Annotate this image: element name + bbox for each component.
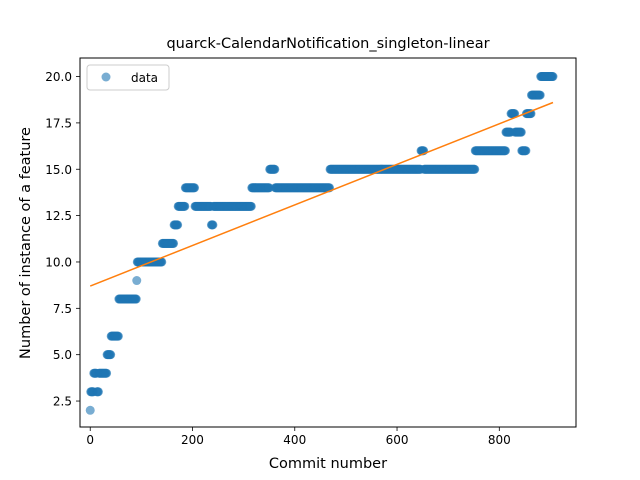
data-points [85, 72, 558, 415]
data-point [521, 146, 531, 156]
data-point [535, 90, 545, 100]
y-tick-label: 20.0 [45, 70, 72, 84]
y-tick-label: 5.0 [53, 348, 72, 362]
y-tick-label: 2.5 [53, 395, 72, 409]
plot-frame [79, 57, 577, 428]
legend: data [86, 64, 170, 91]
data-point [106, 350, 116, 360]
x-tick-label: 200 [181, 433, 204, 447]
x-tick-label: 800 [488, 433, 511, 447]
data-point [208, 220, 218, 230]
x-axis-label: Commit number [269, 456, 387, 472]
y-tick-label: 10.0 [45, 255, 72, 269]
data-point [132, 276, 142, 286]
data-point [113, 331, 123, 341]
fit-line [89, 101, 554, 287]
y-axis-label: Number of instance of a feature [18, 127, 34, 359]
legend-box [86, 64, 170, 91]
y-tick-label: 17.5 [45, 116, 72, 130]
y-tick-label: 15.0 [45, 163, 72, 177]
fit-line-group [89, 101, 554, 287]
legend-marker-data [101, 72, 111, 82]
x-tick-label: 0 [86, 433, 94, 447]
data-point [102, 368, 112, 378]
data-point [131, 294, 141, 304]
data-point [180, 201, 190, 211]
y-tick-label: 7.5 [53, 302, 72, 316]
data-point [190, 183, 200, 193]
y-tick-label: 12.5 [45, 209, 72, 223]
data-point [246, 201, 256, 211]
data-point [548, 72, 558, 82]
data-point [270, 164, 280, 174]
data-point [173, 220, 183, 230]
data-point [85, 405, 95, 415]
data-point [516, 127, 526, 137]
x-axis-ticks: 0 200 400 600 800 [86, 427, 511, 447]
x-tick-label: 600 [386, 433, 409, 447]
data-point [510, 109, 520, 119]
data-point [157, 257, 167, 267]
x-tick-label: 400 [283, 433, 306, 447]
data-point [500, 146, 510, 156]
data-point [93, 387, 103, 397]
y-axis-ticks: 2.5 5.0 7.5 10.0 12.5 15.0 17.5 20.0 [45, 70, 80, 409]
chart-title: quarck-CalendarNotification_singleton-li… [166, 36, 489, 52]
legend-label-data: data [131, 71, 158, 85]
data-point [169, 238, 179, 248]
data-point [470, 164, 480, 174]
